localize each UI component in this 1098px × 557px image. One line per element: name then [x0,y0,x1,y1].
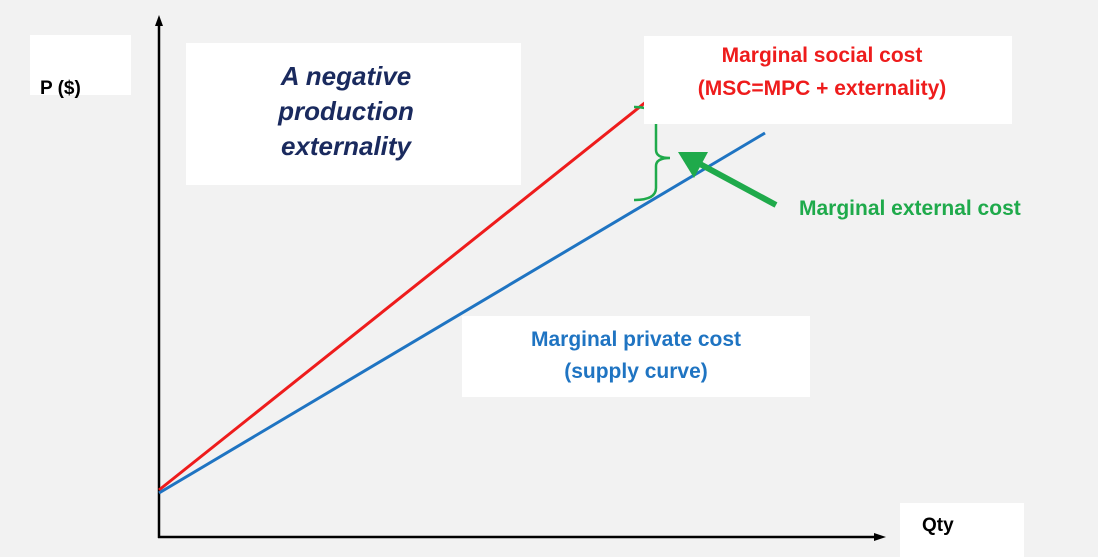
mpc-label-line-2: (supply curve) [564,360,708,383]
y-axis-label: P ($) [40,78,81,99]
title-line-1: A negative [280,61,412,91]
title-box: A negative production externality [186,43,521,185]
title-line-3: externality [280,131,412,161]
external-cost-arrowhead [678,152,708,178]
y-axis-label-box: P ($) [30,35,131,99]
mec-label: Marginal external cost [799,197,1021,220]
external-cost-arrow-shaft [698,161,778,208]
x-axis-label-box: Qty [900,503,1024,557]
mpc-label-line-1: Marginal private cost [530,328,742,351]
x-axis-label: Qty [922,515,954,536]
title-line-2: production [278,96,414,126]
msc-label-box: Marginal social cost (MSC=MPC + external… [644,36,1012,124]
msc-label-line-2: (MSC=MPC + externality) [697,77,947,100]
y-axis-arrowhead [155,15,163,26]
mpc-line [158,131,766,495]
mpc-label-box: Marginal private cost (supply curve) [462,316,810,397]
msc-label-line-1: Marginal social cost [721,44,923,67]
msc-line [158,84,667,492]
x-axis-arrowhead [874,533,886,541]
